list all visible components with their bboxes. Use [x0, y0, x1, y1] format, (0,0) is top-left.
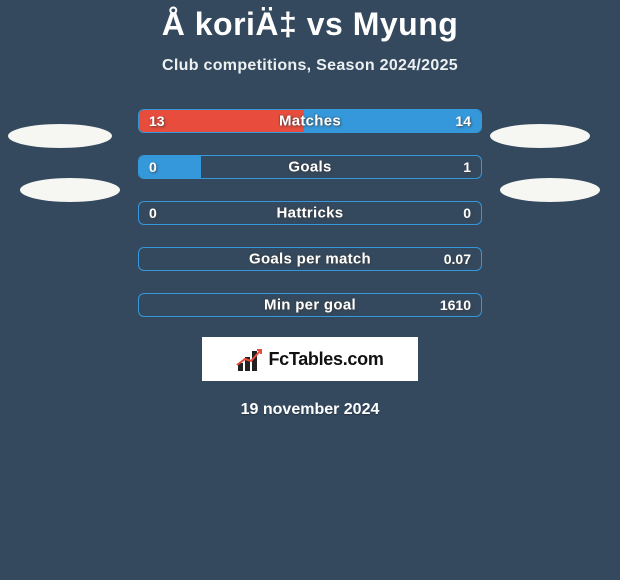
page-subtitle: Club competitions, Season 2024/2025: [0, 57, 620, 75]
fctables-logo: FcTables.com: [202, 337, 418, 381]
stat-row: Hattricks 0 0: [0, 201, 620, 225]
logo-chart-icon: [236, 347, 264, 371]
stat-right-value: 0: [463, 205, 471, 221]
stat-label: Matches: [279, 113, 341, 130]
stat-left-value: 0: [149, 205, 157, 221]
stat-right-value: 1610: [440, 297, 471, 313]
logo-trend-line-icon: [236, 349, 262, 367]
stat-track: Matches 13 14: [138, 109, 482, 133]
stat-right-value: 0.07: [444, 251, 471, 267]
stat-track: Hattricks 0 0: [138, 201, 482, 225]
stat-left-value: 0: [149, 159, 157, 175]
stat-label: Min per goal: [264, 297, 356, 314]
stat-row: Goals 0 1: [0, 155, 620, 179]
stat-track: Goals 0 1: [138, 155, 482, 179]
page-title: Å koriÄ‡ vs Myung: [0, 0, 620, 43]
stat-track: Min per goal 1610: [138, 293, 482, 317]
logo-text: FcTables.com: [268, 349, 383, 370]
stat-row: Min per goal 1610: [0, 293, 620, 317]
stat-track: Goals per match 0.07: [138, 247, 482, 271]
stat-row: Goals per match 0.07: [0, 247, 620, 271]
stat-right-value: 1: [463, 159, 471, 175]
stat-row: Matches 13 14: [0, 109, 620, 133]
stat-label: Goals: [288, 159, 331, 176]
stat-label: Goals per match: [249, 251, 371, 268]
stat-left-value: 13: [149, 113, 165, 129]
comparison-bars: Matches 13 14 Goals 0 1 Hattricks 0 0 Goals per m…: [0, 109, 620, 317]
footer-date: 19 november 2024: [0, 401, 620, 419]
stat-label: Hattricks: [277, 205, 344, 222]
stat-right-value: 14: [455, 113, 471, 129]
